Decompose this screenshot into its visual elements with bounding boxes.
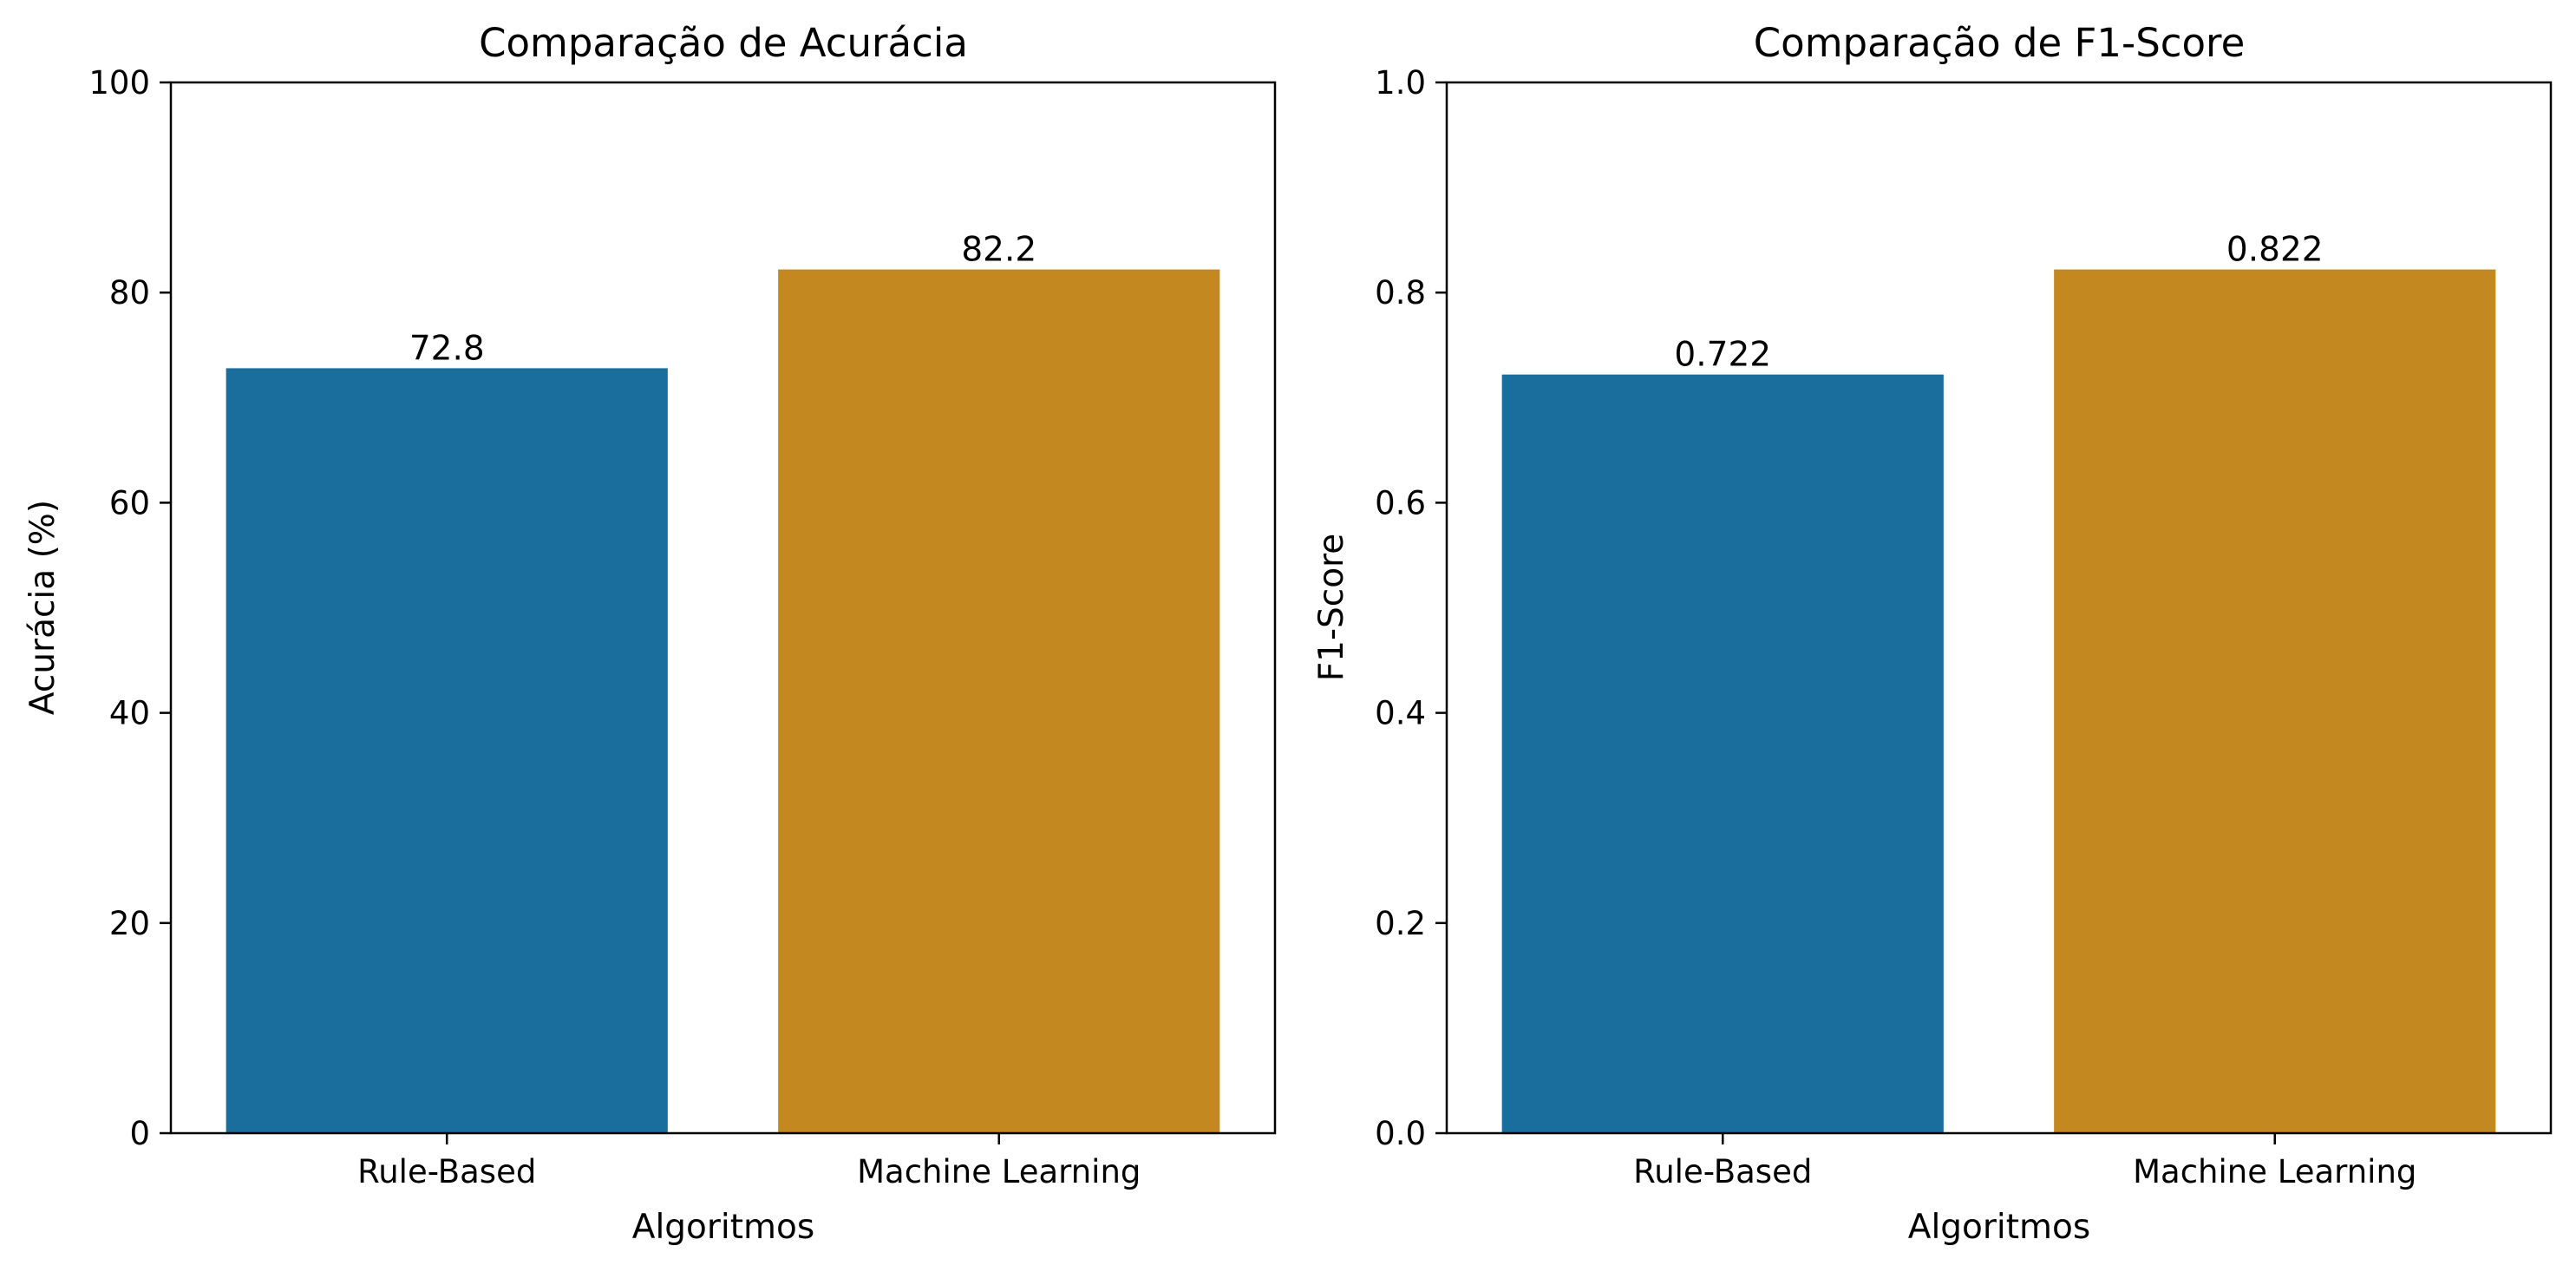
data-label: 0.722 [1674, 336, 1771, 375]
y-tick-label: 1.0 [1375, 64, 1426, 102]
bar [778, 269, 1220, 1134]
y-tick-label: 20 [109, 905, 150, 942]
y-tick-label: 60 [109, 484, 150, 521]
y-axis-label: Acurácia (%) [23, 500, 62, 715]
data-label: 82.2 [961, 231, 1036, 270]
bar [2054, 269, 2496, 1134]
y-tick-label: 0 [129, 1115, 150, 1152]
x-axis-label: Algoritmos [632, 1208, 814, 1247]
chart-title: Comparação de Acurácia [479, 20, 968, 66]
x-tick-label: Rule-Based [357, 1153, 536, 1190]
accuracy-chart: Comparação de Acurácia Algoritmos Acurác… [23, 20, 1277, 1247]
y-tick-label: 0.0 [1375, 1115, 1426, 1152]
data-label: 0.822 [2226, 231, 2324, 270]
data-label: 72.8 [409, 329, 485, 368]
plot-frame [1445, 81, 2553, 1135]
x-axis-label: Algoritmos [1908, 1208, 2090, 1247]
y-tick-label: 0.8 [1375, 274, 1426, 311]
bar [1501, 374, 1944, 1134]
f1-score-chart: Comparação de F1-Score Algoritmos F1-Sco… [1312, 20, 2553, 1247]
y-tick-label: 100 [88, 64, 150, 102]
plot-frame [169, 81, 1277, 1135]
y-tick-label: 0.2 [1375, 905, 1426, 942]
x-tick-label: Rule-Based [1633, 1153, 1812, 1190]
y-tick-label: 40 [109, 695, 150, 732]
bar [226, 368, 668, 1134]
x-tick-label: Machine Learning [2133, 1153, 2416, 1190]
y-tick-label: 80 [109, 274, 150, 311]
chart-title: Comparação de F1-Score [1754, 20, 2246, 66]
y-tick-label: 0.4 [1375, 695, 1426, 732]
y-tick-label: 0.6 [1375, 484, 1426, 521]
x-tick-label: Machine Learning [857, 1153, 1141, 1190]
y-axis-label: F1-Score [1312, 534, 1351, 682]
